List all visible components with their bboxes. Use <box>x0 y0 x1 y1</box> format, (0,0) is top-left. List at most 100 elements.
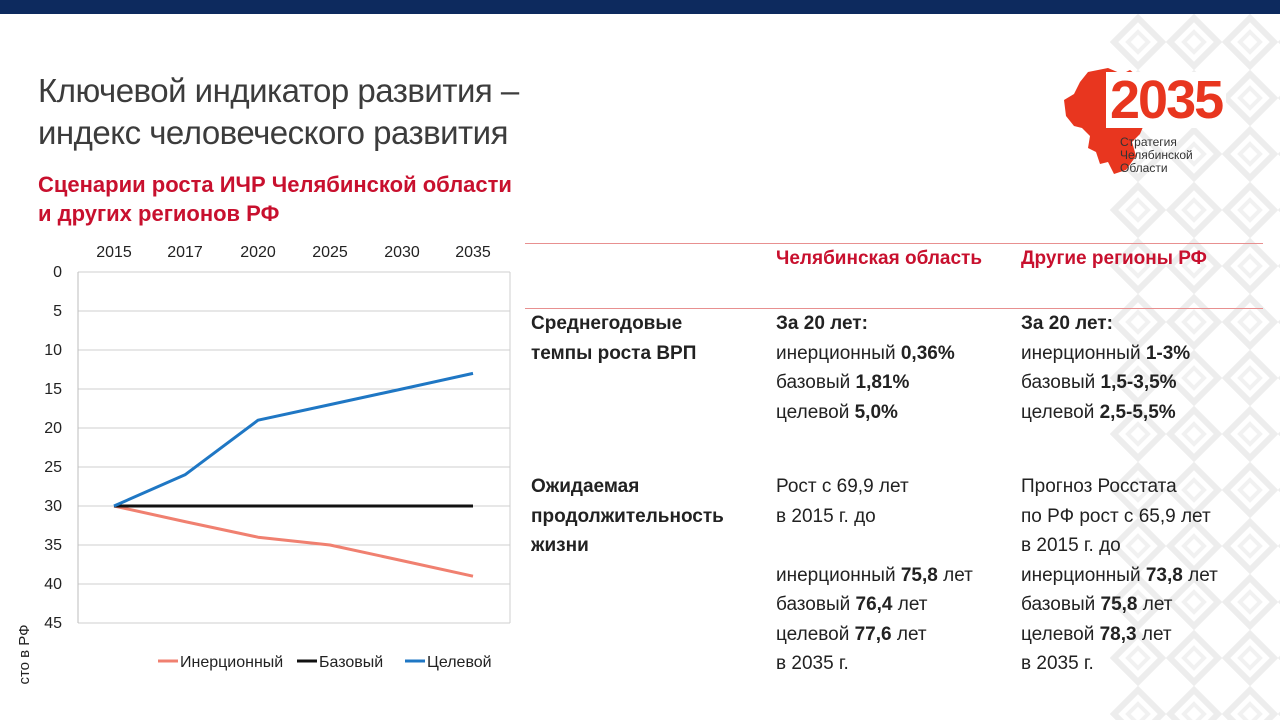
cell-text: целевой <box>776 401 855 423</box>
cell-line: За 20 лет: <box>776 309 955 339</box>
cell-line: инерционный 73,8 лет <box>1021 561 1218 591</box>
cell-text: лет <box>892 594 928 615</box>
legend-label-2: Целевой <box>427 654 492 671</box>
cell-text: лет <box>891 623 927 645</box>
cell-value: За 20 лет: <box>776 313 868 334</box>
cell-text: базовый <box>776 594 856 615</box>
subtitle-line-2: и других регионов РФ <box>38 201 280 226</box>
cell-line <box>776 531 973 561</box>
cell-text: в 2035 г. <box>776 653 849 674</box>
chart-legend: Инерционный Базовый Целевой <box>158 654 492 671</box>
cell-line: Прогноз Росстата <box>1021 472 1218 502</box>
cell-text: лет <box>1182 564 1218 586</box>
row-label-1: Ожидаемая продолжительность жизни <box>531 472 724 561</box>
y-axis-ticks: 0 5 10 15 20 25 30 35 40 45 <box>44 264 62 632</box>
y-tick-40: 40 <box>44 576 62 593</box>
header-chelyabinsk: Челябинская область <box>776 248 983 269</box>
row-label-line: продолжительность <box>531 505 724 527</box>
cell-value: 0,36% <box>900 342 955 364</box>
table-cell-r1-c1: Прогноз Росстата по РФ рост с 65,9 лет в 2… <box>1021 472 1218 679</box>
row-label-line: жизни <box>531 535 589 556</box>
cell-value: 75,8 <box>900 564 938 586</box>
cell-value: 5,0% <box>854 401 898 423</box>
x-tick-2030: 2030 <box>384 244 420 261</box>
x-tick-2035: 2035 <box>455 244 491 261</box>
cell-value: 73,8 <box>1145 564 1183 586</box>
logo-line-3: Области <box>1120 161 1168 175</box>
y-tick-45: 45 <box>44 615 62 632</box>
cell-line: базовый 76,4 лет <box>776 590 973 620</box>
title-line-1: Ключевой индикатор развития – <box>38 72 519 109</box>
y-tick-35: 35 <box>44 537 62 554</box>
row-label-line: Среднегодовые <box>531 313 683 334</box>
cell-line: базовый 1,5-3,5% <box>1021 368 1190 398</box>
cell-line: инерционный 75,8 лет <box>776 561 973 591</box>
cell-value: 75,8 <box>1100 594 1138 615</box>
cell-value: 1,5-3,5% <box>1100 372 1177 393</box>
cell-line: целевой 5,0% <box>776 398 955 428</box>
cell-line: базовый 1,81% <box>776 368 955 398</box>
cell-line: в 2015 г. до <box>1021 531 1218 561</box>
cell-text: целевой <box>776 623 855 645</box>
cell-text: Прогноз Росстата <box>1021 476 1177 497</box>
y-tick-10: 10 <box>44 342 62 359</box>
cell-value: 77,6 <box>854 623 892 645</box>
series-line-0 <box>113 504 474 578</box>
logo-line-1: Стратегия <box>1120 135 1177 149</box>
cell-text: в 2015 г. до <box>776 505 876 527</box>
legend-label-1: Базовый <box>319 654 383 671</box>
y-tick-20: 20 <box>44 420 62 437</box>
y-tick-30: 30 <box>44 498 62 515</box>
cell-text: инерционный <box>1021 342 1146 364</box>
chart-subtitle: Сценарии роста ИЧР Челябинской области и… <box>38 170 512 228</box>
row-label-line: темпы роста ВРП <box>531 342 697 364</box>
cell-value: 1-3% <box>1145 342 1191 364</box>
cell-text: в 2035 г. <box>1021 653 1094 674</box>
y-tick-5: 5 <box>53 303 62 320</box>
cell-value: 78,3 <box>1099 623 1137 645</box>
cell-text: целевой <box>1021 401 1100 423</box>
cell-line: целевой 77,6 лет <box>776 620 973 650</box>
table-cell-r0-c1: За 20 лет: инерционный 1-3% базовый 1,5-3,… <box>1021 309 1190 427</box>
cell-line: в 2035 г. <box>776 649 973 679</box>
cell-text: базовый <box>1021 594 1101 615</box>
page-title: Ключевой индикатор развития – индекс чел… <box>38 70 519 154</box>
y-tick-25: 25 <box>44 459 62 476</box>
cell-text: в 2015 г. до <box>1021 535 1121 556</box>
series-line-2 <box>113 371 474 508</box>
cell-line: целевой 78,3 лет <box>1021 620 1218 650</box>
cell-line: инерционный 1-3% <box>1021 339 1190 369</box>
y-tick-15: 15 <box>44 381 62 398</box>
cell-text: лет <box>1136 623 1172 645</box>
cell-value: За 20 лет: <box>1021 313 1113 334</box>
y-tick-0: 0 <box>53 264 62 281</box>
logo: 2035 Стратегия Челябинской Области <box>1060 64 1235 179</box>
cell-text: базовый <box>1021 372 1101 393</box>
y-axis-label: Место в РФ <box>16 624 33 685</box>
header-other-regions: Другие регионы РФ <box>1021 248 1207 269</box>
cell-value: 1,81% <box>855 372 910 393</box>
table-header-line <box>525 308 1263 309</box>
cell-text: лет <box>1137 594 1173 615</box>
x-tick-2020: 2020 <box>240 244 276 261</box>
cell-text: лет <box>937 564 973 586</box>
cell-line: базовый 75,8 лет <box>1021 590 1218 620</box>
cell-text: инерционный <box>776 564 901 586</box>
top-bar <box>0 0 1280 14</box>
x-tick-2025: 2025 <box>312 244 348 261</box>
cell-line: в 2035 г. <box>1021 649 1218 679</box>
table-cell-r0-c0: За 20 лет: инерционный 0,36% базовый 1,81%… <box>776 309 955 427</box>
cell-line: Рост с 69,9 лет <box>776 472 973 502</box>
logo-number: 2035 <box>1106 72 1227 128</box>
cell-line: по РФ рост с 65,9 лет <box>1021 502 1218 532</box>
cell-text: Рост с 69,9 лет <box>776 476 909 497</box>
title-line-2: индекс человеческого развития <box>38 114 508 151</box>
x-tick-2017: 2017 <box>167 244 203 261</box>
cell-text: инерционный <box>1021 564 1146 586</box>
x-axis-ticks: 2015 2017 2020 2025 2030 2035 <box>96 244 491 261</box>
chart-series <box>113 371 474 578</box>
cell-line: целевой 2,5-5,5% <box>1021 398 1190 428</box>
cell-text: целевой <box>1021 623 1100 645</box>
logo-line-2: Челябинской <box>1120 148 1193 162</box>
table-cell-r1-c0: Рост с 69,9 лет в 2015 г. до инерционный … <box>776 472 973 679</box>
